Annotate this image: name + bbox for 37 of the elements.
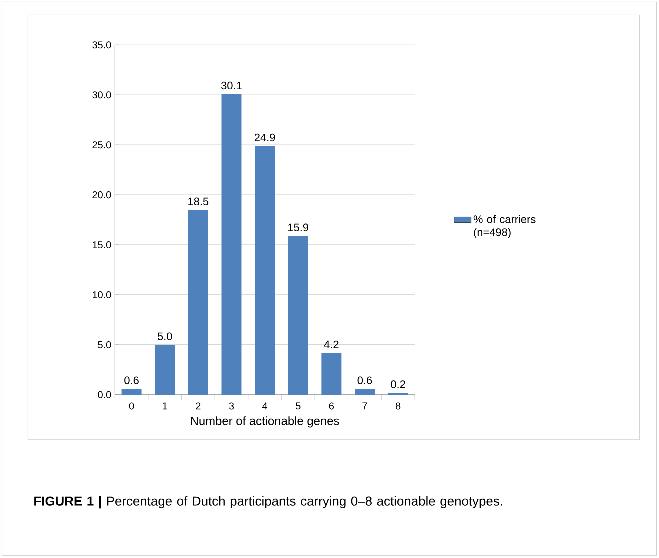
y-tick-label: 0.0 — [98, 391, 112, 398]
y-tick-label: 30.0 — [92, 92, 112, 99]
x-tick-label: 6 — [329, 402, 334, 410]
y-tick-label: 25.0 — [92, 142, 112, 149]
bar — [354, 388, 375, 395]
data-label: 0.6 — [124, 376, 139, 384]
bar — [222, 94, 242, 395]
x-tick-label: 5 — [296, 402, 301, 410]
y-tick-label: 35.0 — [92, 42, 112, 49]
data-label: 5.0 — [158, 332, 172, 340]
data-label: 0.2 — [391, 380, 406, 388]
x-tick-label: 2 — [196, 402, 201, 410]
bar — [122, 388, 142, 395]
x-tick-label: 1 — [163, 402, 168, 410]
x-tick-label: 7 — [362, 402, 368, 410]
bar — [188, 210, 208, 395]
x-axis-title: Number of actionable genes — [191, 416, 340, 428]
x-tick-label: 4 — [262, 402, 268, 410]
data-label: 18.5 — [188, 198, 209, 206]
y-tick-label: 5.0 — [98, 341, 112, 348]
y-tick-label: 15.0 — [93, 242, 112, 249]
bar — [255, 146, 276, 395]
x-tick-label: 3 — [229, 402, 234, 410]
x-tick-label: 0 — [129, 402, 134, 410]
bar — [288, 236, 308, 395]
legend-label: % of carriers (n=498) — [474, 215, 536, 238]
y-tick-label: 10.0 — [93, 291, 112, 299]
bar — [322, 352, 342, 395]
data-label: 24.9 — [254, 134, 276, 142]
x-tick-label: 8 — [396, 402, 401, 410]
data-label: 15.9 — [288, 224, 308, 232]
bar — [155, 344, 176, 395]
data-label: 30.1 — [221, 82, 242, 90]
data-label: 4.2 — [324, 340, 339, 348]
text: FIGURE 1 | Percentage of Dutch participants carrying 0–8 actionable genotypes. — [34, 496, 502, 509]
y-tick-label: 20.0 — [92, 192, 112, 199]
data-label: 0.6 — [358, 376, 372, 384]
